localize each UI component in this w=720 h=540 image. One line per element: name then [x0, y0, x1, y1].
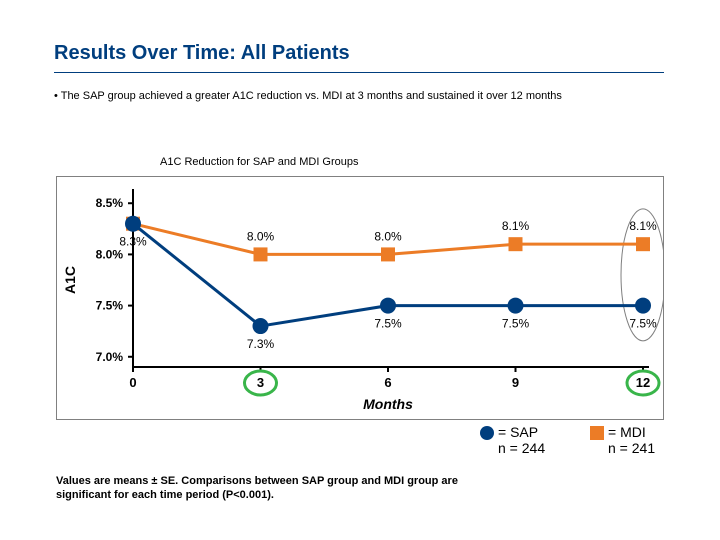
- svg-text:7.0%: 7.0%: [96, 350, 124, 364]
- legend-sap: = SAP n = 244: [480, 424, 545, 456]
- legend-mdi: = MDI n = 241: [590, 424, 655, 456]
- svg-text:6: 6: [384, 375, 391, 390]
- svg-text:8.1%: 8.1%: [629, 219, 657, 233]
- svg-text:8.0%: 8.0%: [247, 229, 275, 243]
- svg-text:3: 3: [257, 375, 264, 390]
- footnote: Values are means ± SE. Comparisons betwe…: [56, 474, 496, 503]
- title-underline: [54, 72, 664, 73]
- svg-text:7.5%: 7.5%: [96, 299, 124, 313]
- legend-sap-n: n = 244: [498, 440, 545, 456]
- svg-text:8.0%: 8.0%: [96, 247, 124, 261]
- bullet-text: The SAP group achieved a greater A1C red…: [54, 90, 562, 102]
- chart-frame: 7.0%7.5%8.0%8.5%A1C036912Months8.3%8.0%8…: [56, 176, 664, 420]
- svg-text:9: 9: [512, 375, 519, 390]
- legend-mdi-marker: [590, 426, 604, 440]
- svg-text:8.0%: 8.0%: [374, 229, 402, 243]
- svg-text:8.1%: 8.1%: [502, 219, 530, 233]
- svg-text:7.3%: 7.3%: [247, 337, 275, 351]
- legend-sap-label: = SAP: [498, 424, 538, 440]
- chart-subtitle: A1C Reduction for SAP and MDI Groups: [160, 156, 359, 168]
- legend-mdi-n: n = 241: [608, 440, 655, 456]
- svg-text:12: 12: [636, 375, 650, 390]
- page-title: Results Over Time: All Patients: [54, 42, 350, 65]
- svg-text:7.5%: 7.5%: [502, 317, 530, 331]
- svg-text:8.5%: 8.5%: [96, 196, 124, 210]
- legend-mdi-label: = MDI: [608, 424, 646, 440]
- svg-text:A1C: A1C: [62, 266, 78, 294]
- a1c-chart: 7.0%7.5%8.0%8.5%A1C036912Months8.3%8.0%8…: [57, 177, 663, 419]
- svg-text:Months: Months: [363, 396, 413, 412]
- svg-text:8.3%: 8.3%: [119, 235, 147, 249]
- svg-text:7.5%: 7.5%: [374, 317, 402, 331]
- svg-text:0: 0: [129, 375, 136, 390]
- legend-sap-marker: [480, 426, 494, 440]
- svg-text:7.5%: 7.5%: [629, 317, 657, 331]
